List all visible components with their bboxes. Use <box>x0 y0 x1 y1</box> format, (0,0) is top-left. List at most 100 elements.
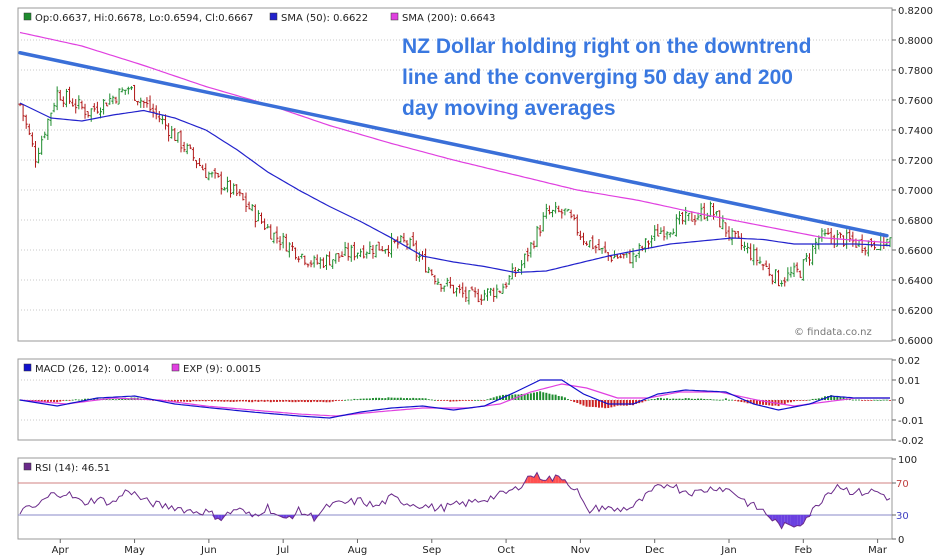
macd-histogram-bar <box>226 400 229 402</box>
rsi-overbought-fill <box>527 476 531 483</box>
macd-histogram-bar <box>588 400 591 407</box>
macd-histogram-bar <box>381 398 384 400</box>
macd-histogram-bar <box>827 396 830 400</box>
macd-histogram-bar <box>189 400 192 402</box>
macd-histogram-bar <box>266 400 269 402</box>
macd-histogram-bar <box>37 400 40 402</box>
macd-histogram-bar <box>96 397 99 400</box>
macd-histogram-bar <box>49 400 52 402</box>
macd-histogram-bar <box>684 398 687 400</box>
macd-histogram-bar <box>529 393 532 400</box>
macd-histogram-bar <box>749 400 752 404</box>
macd-histogram-bar <box>743 400 746 403</box>
rsi-oversold-fill <box>778 515 782 529</box>
macd-histogram-bar <box>241 400 244 402</box>
macd-histogram-bar <box>616 400 619 406</box>
macd-histogram-bar <box>121 398 124 400</box>
macd-histogram-bar <box>597 400 600 408</box>
legend-ohlc-swatch <box>23 12 32 21</box>
macd-histogram-bar <box>805 400 808 401</box>
legend-sma50: SMA (50): 0.6622 <box>281 13 368 24</box>
price-y-tick-label: 0.7200 <box>898 156 933 167</box>
macd-histogram-bar <box>712 399 715 401</box>
macd-histogram-bar <box>40 400 43 402</box>
macd-histogram-bar <box>632 400 635 406</box>
legend-sma200-swatch <box>390 12 399 21</box>
macd-histogram-bar <box>433 399 436 401</box>
rsi-overbought-fill <box>564 479 569 483</box>
macd-histogram-bar <box>520 393 523 400</box>
macd-histogram-bar <box>399 397 402 400</box>
macd-histogram-bar <box>170 400 173 402</box>
macd-histogram-bar <box>306 400 309 403</box>
macd-histogram-bar <box>118 399 121 400</box>
legend-macd: MACD (26, 12): 0.0014 <box>35 364 149 375</box>
macd-histogram-bar <box>879 399 882 401</box>
macd-histogram-bar <box>706 399 709 400</box>
macd-histogram-bar <box>768 400 771 406</box>
macd-histogram-bar <box>669 398 672 400</box>
macd-histogram-bar <box>337 400 340 401</box>
macd-histogram-bar <box>793 400 796 402</box>
macd-histogram-bar <box>74 399 77 401</box>
macd-histogram-bar <box>796 400 799 401</box>
macd-histogram-bar <box>808 399 811 401</box>
macd-histogram-bar <box>551 394 554 400</box>
rsi-y-tick-label: 0 <box>898 535 904 546</box>
macd-histogram-bar <box>378 397 381 400</box>
macd-histogram-bar <box>179 400 182 402</box>
macd-histogram-bar <box>576 400 579 403</box>
rsi-y-tick-label: 30 <box>896 511 909 522</box>
macd-histogram-bar <box>285 400 288 402</box>
price-y-tick-label: 0.6400 <box>898 276 933 287</box>
macd-histogram-bar <box>882 399 885 401</box>
macd-histogram-bar <box>461 400 464 401</box>
macd-histogram-bar <box>851 399 854 401</box>
macd-histogram-bar <box>666 398 669 400</box>
macd-histogram-bar <box>353 398 356 400</box>
macd-histogram-bar <box>594 400 597 408</box>
macd-histogram-bar <box>585 400 588 407</box>
macd-histogram-bar <box>480 400 483 401</box>
macd-histogram-bar <box>207 400 210 401</box>
price-y-tick-label: 0.8200 <box>898 6 933 17</box>
macd-histogram-bar <box>582 400 585 406</box>
macd-histogram-bar <box>390 397 393 400</box>
rsi-overbought-fill <box>561 479 565 483</box>
macd-histogram-bar <box>229 400 232 402</box>
macd-histogram-bar <box>839 397 842 400</box>
rsi-line <box>19 471 891 530</box>
macd-histogram-bar <box>291 400 294 403</box>
macd-histogram-bar <box>260 400 263 402</box>
macd-histogram-bar <box>65 399 68 401</box>
macd-histogram-bar <box>365 398 368 400</box>
macd-histogram-bar <box>693 398 696 400</box>
macd-histogram-bar <box>867 400 870 401</box>
macd-histogram-bar <box>201 400 204 402</box>
macd-histogram-bar <box>656 397 659 400</box>
macd-y-tick-label: -0.01 <box>898 416 924 427</box>
macd-histogram-bar <box>279 400 282 402</box>
macd-histogram-bar <box>532 392 535 400</box>
macd-histogram-bar <box>870 400 873 401</box>
macd-histogram-bar <box>842 397 845 400</box>
legend-sma200: SMA (200): 0.6643 <box>402 13 495 24</box>
macd-histogram-bar <box>421 398 424 400</box>
price-y-tick-label: 0.7600 <box>898 96 933 107</box>
rsi-oversold-fill <box>787 515 791 526</box>
macd-histogram-bar <box>864 400 867 401</box>
macd-histogram-bar <box>474 399 477 401</box>
macd-histogram-bar <box>731 399 734 401</box>
macd-histogram-bar <box>319 400 322 402</box>
macd-histogram-bar <box>368 398 371 400</box>
watermark: © findata.co.nz <box>794 327 872 338</box>
macd-histogram-bar <box>251 400 254 403</box>
macd-histogram-bar <box>653 398 656 400</box>
macd-histogram-bar <box>220 400 223 402</box>
macd-histogram-bar <box>486 399 489 401</box>
x-tick-label: Nov <box>571 545 591 556</box>
rsi-overbought-fill <box>555 475 559 483</box>
macd-histogram-bar <box>715 399 718 401</box>
macd-histogram-bar <box>350 399 353 401</box>
